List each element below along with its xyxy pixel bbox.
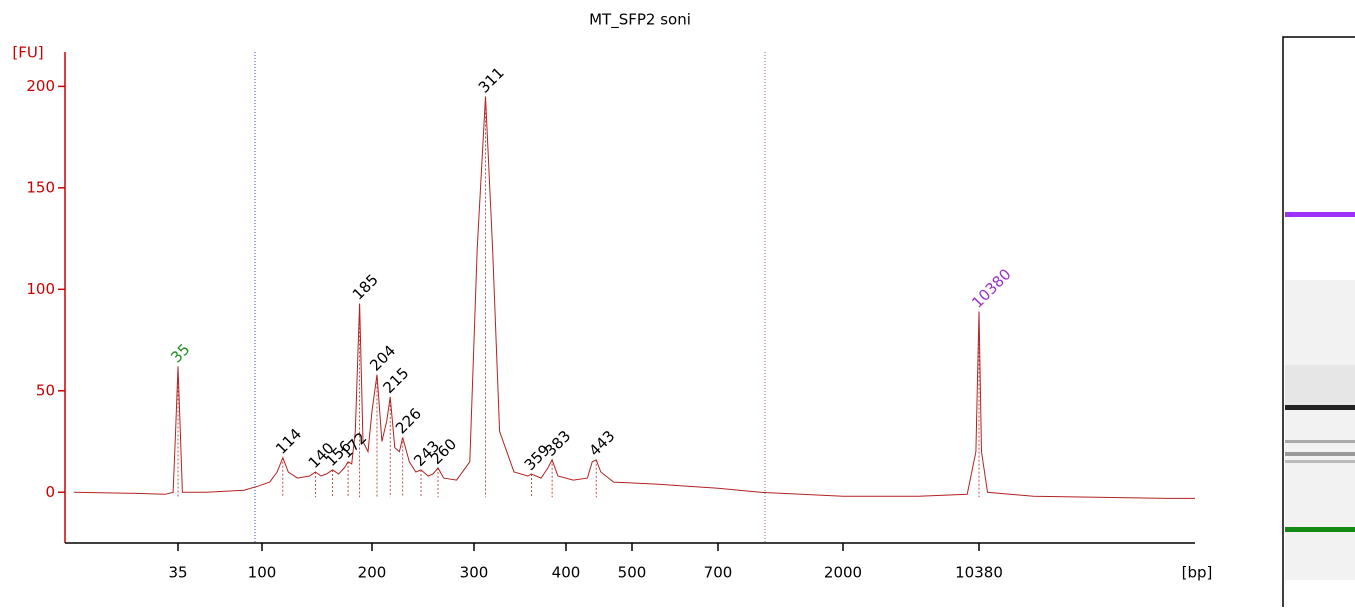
y-tick-label: 0 (45, 483, 55, 501)
x-tick-label: 200 (358, 564, 387, 582)
peak-label: 35 (167, 340, 193, 366)
x-tick-label: 2000 (824, 564, 862, 582)
gel-band (1285, 440, 1355, 443)
y-tick-label: 50 (36, 381, 55, 399)
peak-label: 114 (272, 425, 305, 458)
x-tick-label: 700 (704, 564, 733, 582)
chart-title: MT_SFP2 soni (589, 11, 691, 30)
gel-band (1285, 527, 1355, 532)
peak-label: 226 (392, 405, 425, 438)
peak-label: 311 (475, 64, 508, 97)
gel-band (1285, 460, 1355, 463)
x-tick-label: 300 (460, 564, 489, 582)
gel-smear (1285, 365, 1355, 405)
peak-label: 10380 (968, 265, 1014, 311)
x-tick-label: 10380 (955, 564, 1003, 582)
gel-band (1285, 212, 1355, 217)
x-axis-label: [bp] (1182, 564, 1213, 582)
peak-label: 185 (349, 271, 382, 304)
peak-label: 443 (585, 427, 618, 460)
gel-lane (1282, 36, 1355, 611)
gel-band (1285, 405, 1355, 410)
y-tick-label: 200 (26, 77, 55, 95)
gel-band (1285, 452, 1355, 456)
gel-smear (1285, 280, 1355, 580)
trace (73, 96, 1195, 499)
x-tick-label: 400 (552, 564, 581, 582)
y-tick-label: 100 (26, 280, 55, 298)
y-axis-label: [FU] (12, 44, 43, 62)
x-tick-label: 500 (618, 564, 647, 582)
y-tick-label: 150 (26, 178, 55, 196)
x-tick-label: 100 (248, 564, 277, 582)
x-tick-label: 35 (168, 564, 187, 582)
